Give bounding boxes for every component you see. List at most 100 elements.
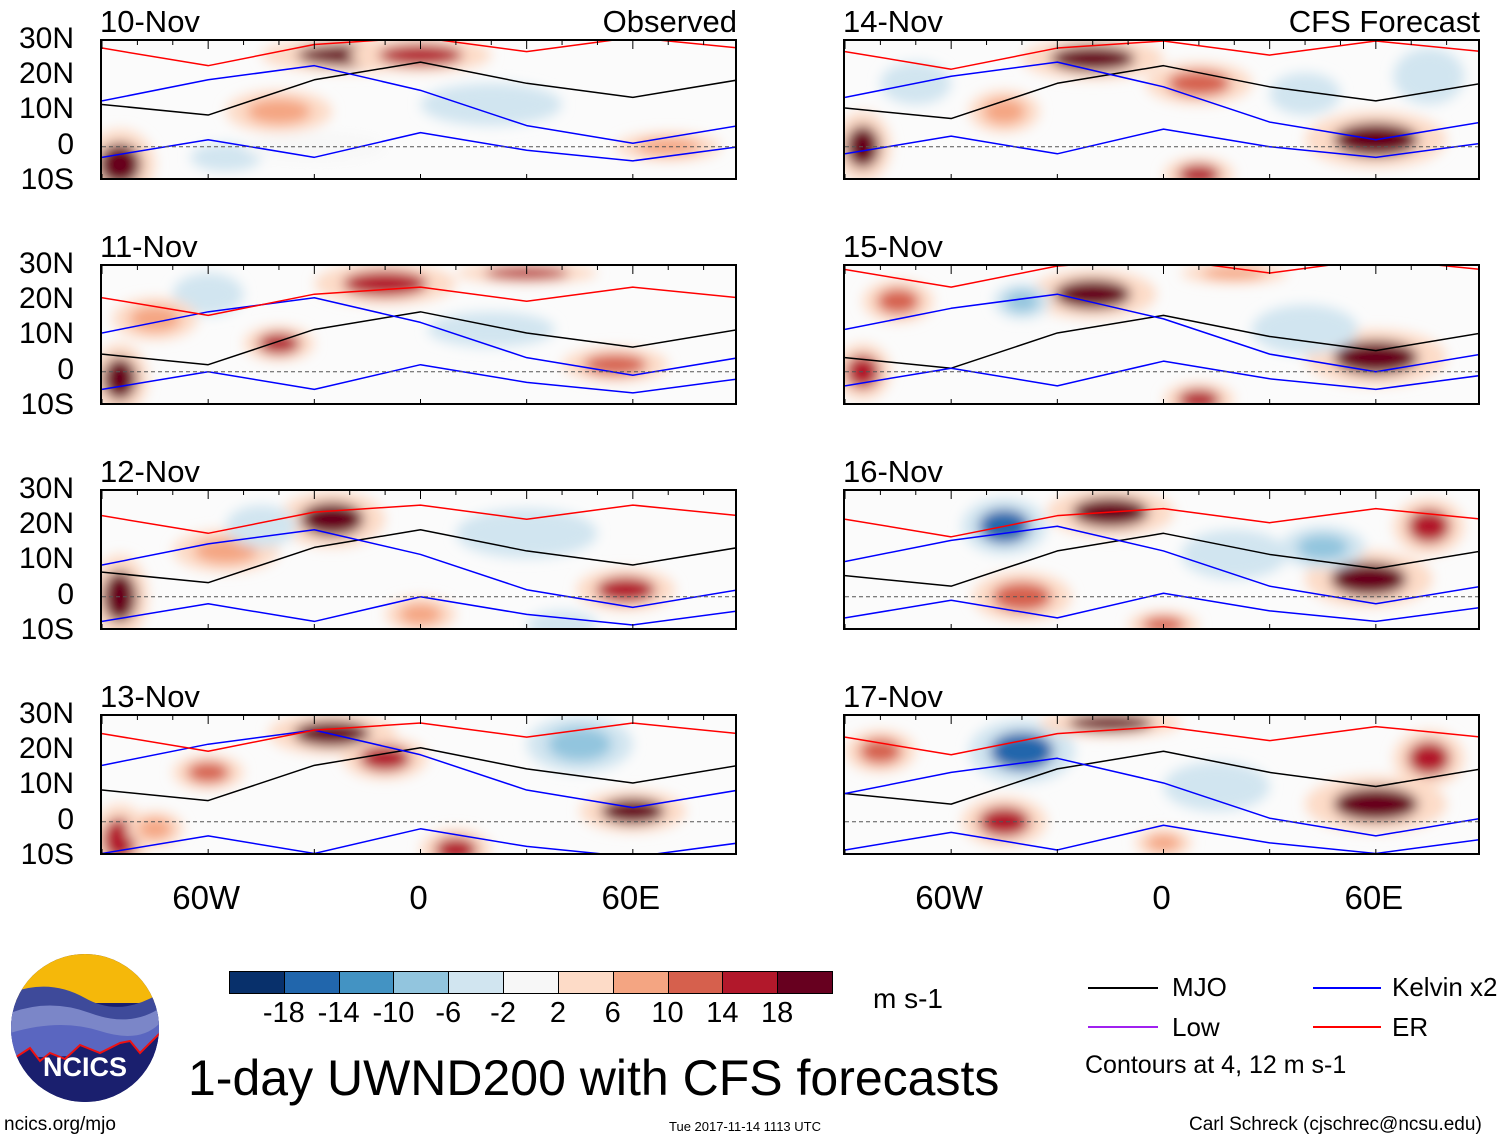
wind-anomaly-shading	[399, 603, 442, 625]
map-panel	[843, 489, 1480, 630]
wind-anomaly-shading	[1142, 616, 1185, 628]
mjo-contour	[102, 746, 735, 802]
colorbar-swatch	[777, 971, 833, 994]
legend-label-mjo: MJO	[1172, 972, 1227, 1002]
wind-anomaly-shading	[434, 837, 478, 853]
legend-label-low: Low	[1172, 1012, 1220, 1042]
lat-label: 20N	[18, 282, 74, 316]
legend-label-kelvin: Kelvin x2	[1392, 972, 1498, 1002]
figure-title: 1-day UWND200 with CFS forecasts	[188, 1050, 1000, 1106]
lat-label: 10N	[18, 92, 74, 126]
lon-label: 0	[409, 879, 428, 916]
panel-source-label: CFS Forecast	[1288, 4, 1480, 39]
lat-label: 10N	[18, 767, 74, 801]
colorbar-swatch	[612, 971, 669, 994]
kelvin-contour	[102, 529, 735, 609]
kelvin-contour	[845, 592, 1478, 623]
legend-line-mjo	[1088, 987, 1158, 989]
wind-anomaly-shading	[1273, 314, 1337, 345]
legend-line-low	[1088, 1026, 1158, 1028]
kelvin-contour	[102, 828, 735, 853]
wind-anomaly-shading	[1177, 389, 1221, 403]
panel-date: 15-Nov	[843, 229, 943, 264]
colorbar-level-label: 10	[651, 997, 684, 1029]
author-credit: Carl Schreck (cjschrec@ncsu.edu)	[1189, 1114, 1482, 1135]
wind-anomaly-shading	[1004, 290, 1039, 312]
logo-text: NCICS	[43, 1052, 127, 1082]
map-panel	[843, 39, 1480, 180]
lat-label: 10N	[18, 317, 74, 351]
lon-label: 60E	[1344, 879, 1404, 916]
wind-anomaly-shading	[186, 761, 230, 783]
wind-anomaly-shading	[453, 318, 530, 341]
wind-anomaly-shading	[194, 538, 258, 564]
wind-anomaly-shading	[1202, 539, 1267, 570]
mjo-contour	[845, 532, 1478, 587]
colorbar-swatch	[667, 971, 724, 994]
wind-anomaly-shading	[448, 91, 534, 118]
er-contour	[102, 41, 735, 67]
lat-label: 10N	[18, 542, 74, 576]
wind-anomaly-shading	[636, 138, 701, 156]
lat-label: 20N	[18, 507, 74, 541]
wind-anomaly-shading	[1407, 509, 1451, 544]
colorbar-swatch	[503, 971, 559, 994]
wind-anomaly-shading	[1184, 771, 1249, 802]
map-panel	[100, 39, 737, 180]
lon-label: 0	[1152, 879, 1171, 916]
panel-date: 12-Nov	[100, 454, 200, 489]
kelvin-contour	[102, 131, 735, 162]
kelvin-contour	[845, 360, 1478, 391]
wind-anomaly-shading	[1297, 534, 1349, 561]
wind-anomaly-shading	[138, 818, 173, 840]
wind-anomaly-shading	[342, 270, 428, 297]
map-panel	[843, 264, 1480, 405]
kelvin-contour	[845, 757, 1478, 837]
wind-anomaly-shading	[983, 98, 1026, 125]
colorbar-swatch	[722, 971, 779, 994]
kelvin-contour	[845, 293, 1478, 373]
timestamp: Tue 2017-11-14 1113 UTC	[669, 1119, 821, 1134]
kelvin-contour	[102, 64, 735, 144]
wind-anomaly-shading	[186, 281, 230, 307]
er-contour	[845, 507, 1478, 538]
lon-label: 60W	[172, 879, 241, 916]
colorbar-swatch	[448, 971, 505, 994]
wind-anomaly-shading	[359, 745, 411, 771]
wind-anomaly-shading	[1054, 279, 1131, 310]
wind-anomaly-shading	[600, 798, 665, 824]
wind-anomaly-shading	[1407, 741, 1451, 776]
wind-anomaly-shading	[1067, 716, 1153, 732]
panel-date: 11-Nov	[100, 229, 198, 264]
wind-anomaly-shading	[1050, 45, 1136, 72]
mjo-contour	[845, 750, 1478, 805]
lat-label: 0	[57, 352, 74, 386]
panel-date: 17-Nov	[843, 679, 943, 714]
er-contour	[845, 266, 1478, 288]
map-panel	[100, 714, 737, 855]
kelvin-contour	[845, 128, 1478, 159]
wind-anomaly-shading	[596, 577, 656, 603]
kelvin-contour	[102, 729, 735, 809]
website-url[interactable]: ncics.org/mjo	[4, 1114, 116, 1135]
colorbar-level-label: 18	[761, 997, 794, 1029]
colorbar-swatch	[338, 971, 395, 994]
lon-label: 60E	[601, 879, 661, 916]
mjo-contour	[845, 64, 1478, 120]
wind-anomaly-shading	[876, 288, 920, 314]
wind-anomaly-shading	[547, 727, 612, 762]
lat-label: 0	[57, 577, 74, 611]
colorbar-swatch	[229, 971, 285, 994]
wind-anomaly-shading	[484, 518, 570, 549]
colorbar-level-label: -6	[435, 997, 462, 1029]
wind-anomaly-shading	[102, 357, 137, 400]
panel-source-label: Observed	[602, 4, 737, 39]
colorbar-level-label: -14	[317, 997, 360, 1029]
kelvin-contour	[845, 525, 1478, 605]
map-panel	[100, 489, 737, 630]
wind-anomaly-shading	[1333, 340, 1419, 375]
lat-label: 30N	[18, 472, 74, 505]
kelvin-contour	[845, 824, 1478, 853]
lat-label: 30N	[18, 247, 74, 280]
lon-label: 60W	[915, 879, 984, 916]
